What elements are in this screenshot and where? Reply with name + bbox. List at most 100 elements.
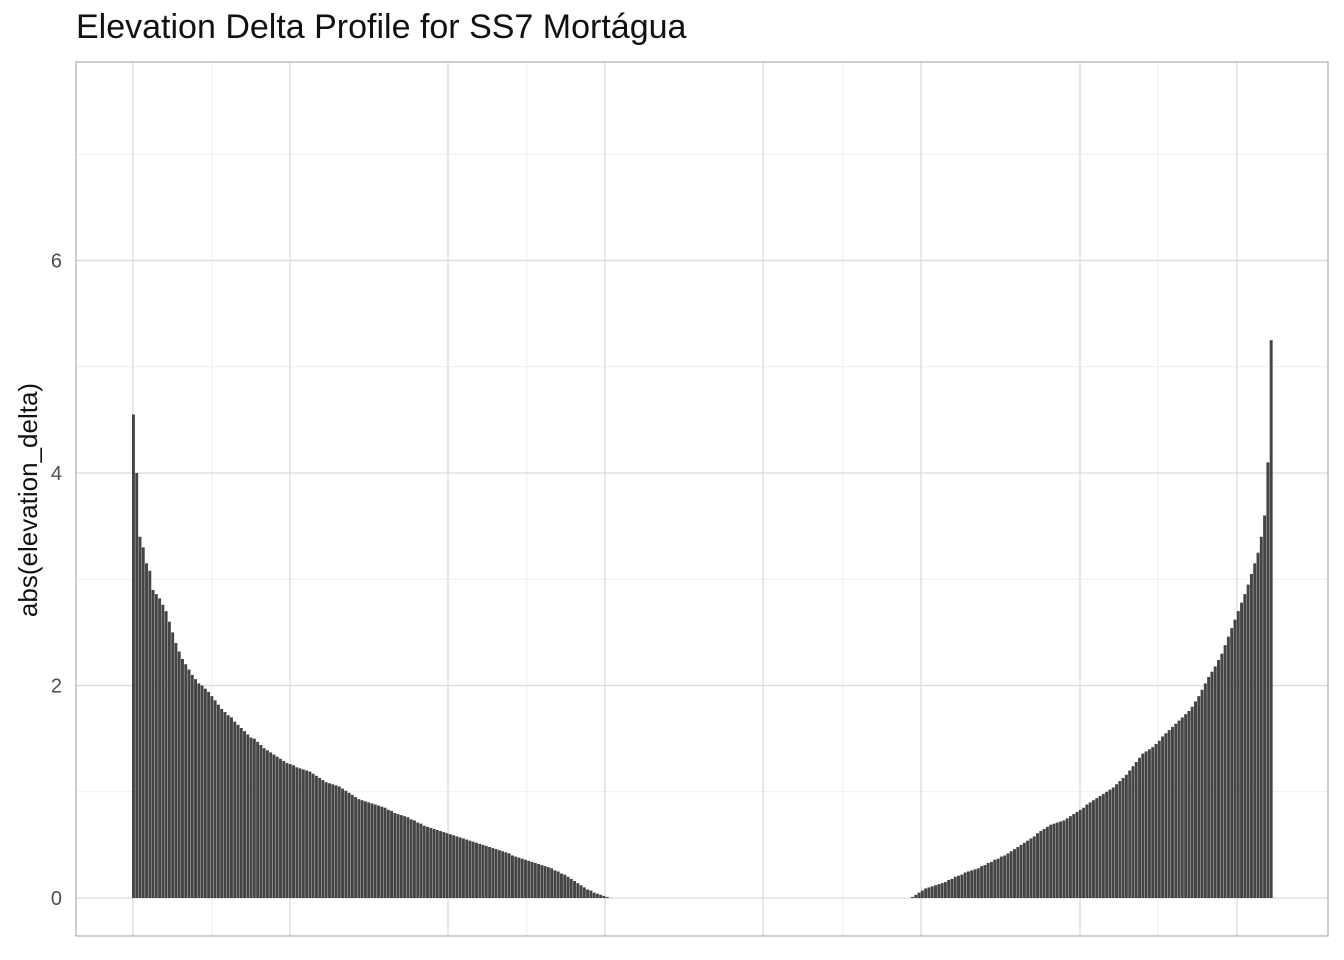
bar-right — [953, 876, 957, 898]
bar-left — [132, 414, 135, 898]
bar-right — [957, 875, 961, 898]
bar-right — [996, 858, 1000, 898]
bar-right — [1108, 789, 1112, 899]
bar-right — [1072, 814, 1076, 898]
bar-right — [1065, 818, 1069, 898]
bar-left — [514, 856, 518, 898]
bar-left — [510, 855, 514, 898]
bar-right — [1032, 836, 1036, 899]
bar-right — [1217, 660, 1220, 898]
bar-right — [914, 894, 918, 898]
bar-left — [383, 807, 387, 898]
bar-left — [249, 737, 253, 898]
bar-left — [488, 847, 492, 898]
bar-left — [543, 866, 547, 899]
bar-right — [1052, 823, 1056, 899]
bar-left — [556, 871, 560, 898]
bar-right — [1263, 515, 1267, 898]
bar-left — [530, 861, 534, 899]
bar-left — [321, 780, 325, 898]
bar-right — [1026, 840, 1030, 899]
bar-left — [579, 885, 583, 898]
bar-right — [983, 865, 987, 898]
bar-right — [943, 882, 947, 898]
bar-left — [494, 849, 498, 899]
bar-left — [517, 857, 521, 899]
bar-right — [1138, 757, 1142, 898]
bar-right — [980, 866, 984, 899]
bar-right — [1013, 849, 1016, 899]
bar-right — [1187, 711, 1191, 898]
bar-left — [399, 815, 403, 899]
bar-left — [471, 841, 475, 898]
bar-right — [1210, 671, 1214, 898]
bar-left — [341, 788, 345, 898]
bar-left — [468, 840, 472, 899]
bar-left — [491, 848, 495, 898]
bar-left — [252, 738, 256, 899]
bar-right — [930, 886, 934, 898]
bar-left — [416, 822, 420, 898]
bar-right — [917, 892, 921, 898]
bar-left — [334, 785, 338, 899]
bar-left — [243, 731, 246, 898]
bar-right — [1121, 777, 1125, 898]
bar-right — [1134, 762, 1138, 898]
bar-right — [1154, 743, 1158, 898]
bar-left — [174, 643, 178, 898]
bar-right — [1194, 701, 1197, 898]
bar-left — [422, 825, 426, 898]
bar-left — [246, 734, 250, 899]
bar-left — [301, 769, 305, 898]
bar-left — [318, 777, 322, 898]
bar-right — [924, 888, 928, 898]
bar-right — [1177, 720, 1181, 898]
bar-left — [569, 878, 573, 899]
bar-right — [1256, 552, 1260, 898]
bar-left — [412, 820, 416, 898]
bar-left — [576, 883, 580, 899]
bar-left — [177, 651, 181, 898]
bar-left — [230, 717, 233, 899]
bar-right — [1243, 594, 1247, 899]
chart-title: Elevation Delta Profile for SS7 Mortágua — [76, 8, 687, 46]
bar-left — [210, 696, 214, 899]
bar-left — [328, 783, 331, 898]
bar-left — [605, 896, 609, 898]
bar-left — [442, 832, 446, 899]
y-tick-label: 4 — [51, 463, 62, 485]
bar-right — [1197, 696, 1201, 899]
bar-right — [950, 878, 954, 899]
bar-right — [1016, 847, 1020, 898]
bar-left — [203, 688, 207, 898]
bar-right — [1170, 726, 1174, 898]
bar-right — [911, 896, 914, 898]
bar-left — [367, 802, 371, 899]
bar-right — [1128, 770, 1132, 898]
bar-right — [1230, 628, 1234, 899]
bar-right — [973, 869, 977, 898]
bar-left — [455, 836, 459, 899]
bar-left — [406, 817, 410, 898]
bar-left — [138, 536, 142, 898]
bar-right — [1207, 677, 1211, 898]
bar-left — [223, 712, 227, 898]
bar-left — [465, 839, 469, 898]
bar-left — [566, 876, 570, 898]
bar-left — [187, 669, 191, 898]
bar-left — [426, 826, 429, 898]
bar-left — [461, 838, 465, 898]
bar-left — [279, 758, 282, 898]
y-axis-label: abs(elevation_delta) — [13, 383, 43, 617]
bar-right — [1147, 749, 1151, 898]
y-tick-label: 2 — [51, 676, 62, 698]
bar-left — [586, 889, 590, 898]
bar-right — [1141, 753, 1145, 898]
bar-right — [1068, 816, 1072, 898]
bar-left — [582, 887, 586, 899]
y-tick-label: 0 — [51, 888, 62, 910]
bar-right — [1167, 730, 1171, 899]
bar-left — [148, 570, 152, 898]
bar-left — [347, 792, 351, 898]
bar-right — [1059, 821, 1063, 898]
